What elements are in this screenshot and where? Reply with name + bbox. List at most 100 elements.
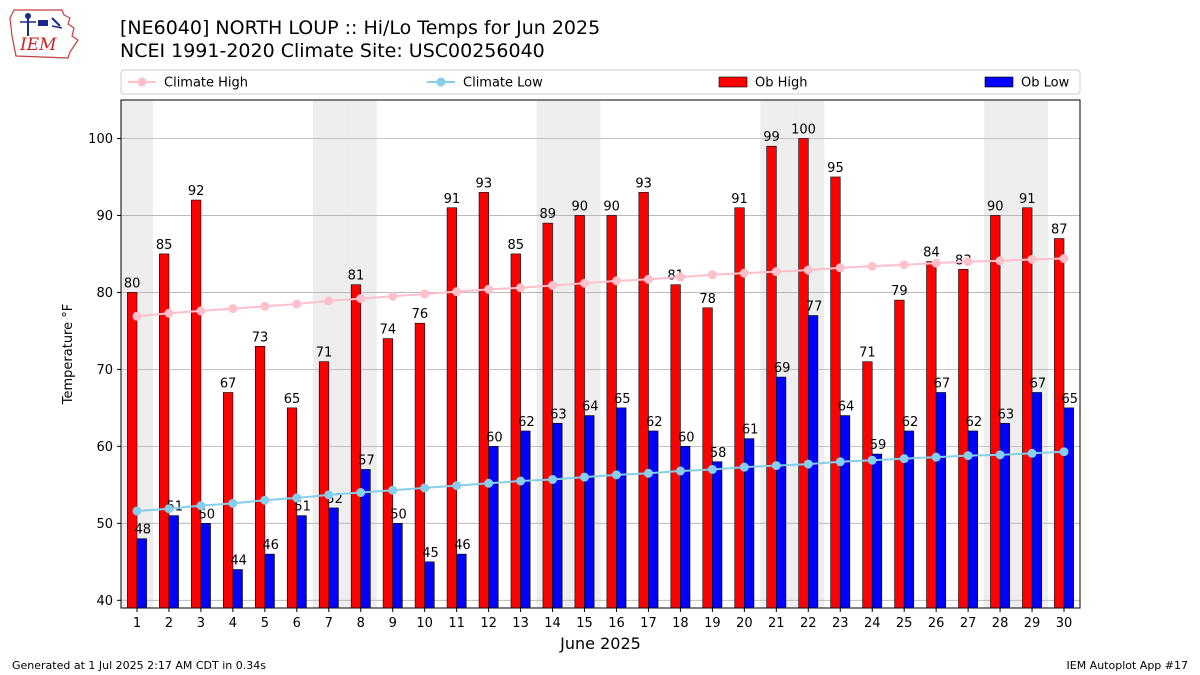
ob-low-bar: [200, 523, 211, 609]
climate-high-point: [611, 276, 621, 286]
ob-low-label: 65: [614, 392, 631, 407]
climate-low-point: [675, 466, 685, 476]
ob-high-bar: [638, 192, 649, 609]
ob-low-label: 51: [294, 500, 311, 515]
climate-high-point: [580, 278, 590, 288]
ob-low-bar: [328, 507, 339, 609]
ob-high-bar: [318, 361, 330, 609]
climate-high-point: [675, 272, 685, 282]
ob-high-label: 95: [827, 161, 844, 176]
ob-low-label: 63: [998, 407, 1015, 422]
legend-climate-high-marker: [137, 77, 147, 87]
y-tick-label: 90: [96, 209, 113, 224]
climate-low-point: [771, 461, 781, 471]
climate-low-point: [388, 485, 398, 495]
climate-high-point: [452, 287, 462, 297]
climate-low-point: [164, 504, 174, 514]
ob-low-label: 62: [966, 415, 983, 430]
ob-high-bar: [862, 361, 873, 609]
climate-low-point: [548, 474, 558, 484]
ob-high-label: 71: [316, 346, 333, 361]
climate-high-point: [420, 289, 430, 299]
x-tick-label: 26: [928, 616, 945, 631]
ob-high-bar: [926, 261, 937, 609]
legend-ob-high-label: Ob High: [755, 76, 808, 91]
ob-low-bar: [584, 415, 595, 609]
ob-low-label: 60: [486, 430, 503, 445]
climate-low-point: [324, 490, 334, 500]
climate-low-point: [1027, 448, 1037, 458]
climate-high-point: [516, 283, 526, 293]
ob-high-label: 93: [635, 176, 652, 191]
climate-high-point: [356, 294, 366, 304]
ob-low-label: 59: [870, 438, 887, 453]
climate-high-point: [324, 296, 334, 306]
ob-low-bar: [392, 523, 403, 609]
ob-high-label: 90: [603, 199, 620, 214]
climate-low-point: [803, 459, 813, 469]
weather-station-icon: [20, 13, 63, 36]
ob-low-label: 62: [902, 415, 919, 430]
legend-ob-low-swatch: [984, 76, 1014, 88]
ob-low-label: 77: [806, 300, 823, 315]
ob-low-label: 50: [198, 507, 215, 522]
x-tick-label: 3: [197, 616, 205, 631]
climate-low-point: [835, 457, 845, 467]
ob-high-bar: [254, 346, 266, 609]
ob-high-bar: [830, 176, 841, 609]
ob-high-bar: [191, 199, 202, 609]
ob-low-label: 64: [582, 400, 599, 415]
ob-low-bar: [264, 553, 275, 609]
x-axis-label: June 2025: [559, 634, 641, 653]
ob-low-label: 62: [646, 415, 663, 430]
climate-low-point: [643, 468, 653, 478]
climate-high-point: [260, 301, 270, 311]
climate-low-point: [196, 501, 206, 511]
ob-high-label: 84: [923, 246, 940, 261]
ob-high-bar: [159, 253, 170, 609]
x-tick-label: 6: [293, 616, 301, 631]
ob-low-bar: [648, 430, 659, 609]
ob-low-label: 60: [678, 430, 695, 445]
climate-high-point: [228, 304, 238, 314]
x-tick-label: 16: [608, 616, 625, 631]
y-tick-label: 80: [96, 286, 113, 301]
ob-high-bar: [478, 192, 489, 609]
ob-high-label: 90: [571, 199, 588, 214]
ob-low-bar: [712, 461, 723, 609]
climate-high-point: [835, 263, 845, 273]
ob-low-bar: [520, 430, 531, 609]
ob-high-label: 93: [476, 176, 493, 191]
ob-low-bar: [839, 415, 851, 609]
ob-low-label: 65: [1062, 392, 1079, 407]
ob-low-bar: [616, 407, 627, 609]
ob-high-bar: [1022, 207, 1033, 609]
ob-high-bar: [606, 215, 617, 609]
climate-low-point: [356, 488, 366, 498]
climate-low-point: [228, 498, 238, 508]
climate-high-point: [707, 270, 717, 280]
x-tick-label: 13: [512, 616, 529, 631]
ob-high-bar: [350, 284, 362, 609]
ob-high-bar: [510, 253, 521, 609]
ob-high-bar: [894, 299, 905, 609]
ob-low-label: 67: [1030, 376, 1047, 391]
climate-low-point: [292, 493, 302, 503]
ob-high-label: 90: [987, 199, 1004, 214]
x-tick-label: 10: [416, 616, 433, 631]
y-axis-label: Temperature °F: [61, 304, 76, 405]
climate-low-point: [867, 455, 877, 465]
climate-low-point: [260, 495, 270, 505]
ob-low-label: 45: [422, 546, 439, 561]
y-tick-label: 70: [96, 363, 113, 378]
ob-low-label: 58: [710, 446, 727, 461]
x-tick-label: 8: [357, 616, 365, 631]
ob-low-bar: [232, 569, 243, 609]
x-tick-label: 14: [544, 616, 561, 631]
x-tick-label: 28: [992, 616, 1009, 631]
ob-high-label: 78: [699, 292, 716, 307]
chart-subtitle: NCEI 1991-2020 Climate Site: USC00256040: [120, 40, 545, 62]
app-credit: IEM Autoplot App #17: [1066, 659, 1189, 672]
climate-high-point: [931, 258, 941, 268]
ob-high-label: 85: [156, 238, 173, 253]
